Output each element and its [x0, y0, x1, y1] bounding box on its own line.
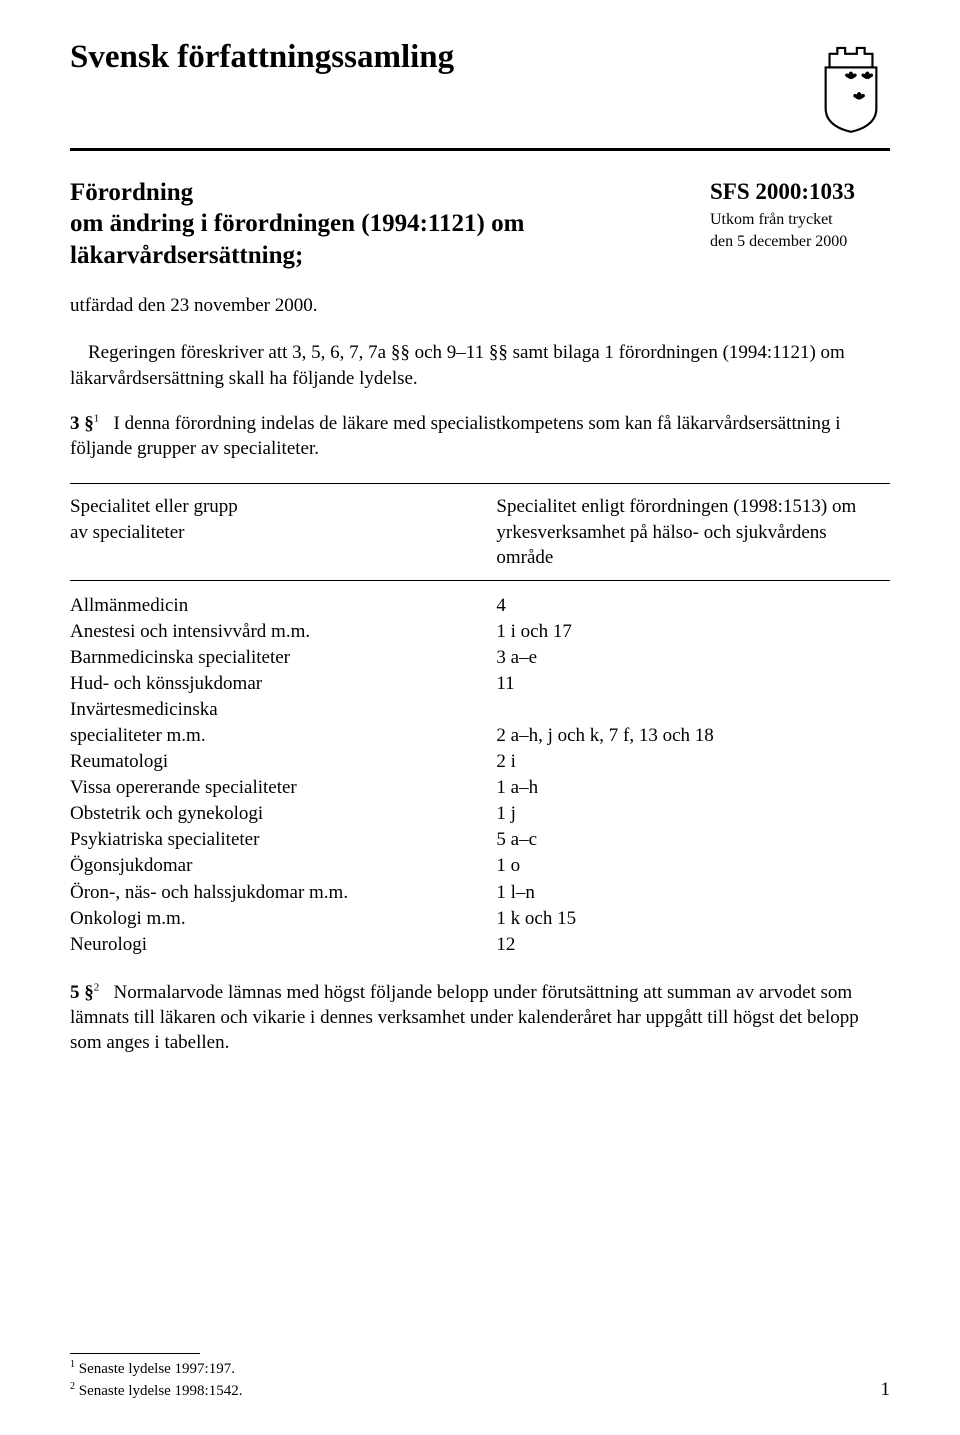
- document-title: Svensk författningssamling: [70, 38, 454, 78]
- table-cell-right: 1 o: [496, 853, 890, 879]
- table-cell-left: Barnmedicinska specialiteter: [70, 645, 496, 671]
- table-header-row: Specialitet eller grupp av specialiteter…: [70, 484, 890, 580]
- table-cell-right: 3 a–e: [496, 645, 890, 671]
- document-header: Svensk författningssamling: [70, 38, 890, 134]
- footnote-1-text: Senaste lydelse 1997:197.: [79, 1361, 235, 1377]
- table-cell-left: Onkologi m.m.: [70, 906, 496, 932]
- footnote-2: 2 Senaste lydelse 1998:1542.: [70, 1380, 890, 1402]
- table-row: Ögonsjukdomar1 o: [70, 853, 890, 879]
- regulation-title-line2: om ändring i förordningen (1994:1121) om…: [70, 210, 524, 268]
- section-5-label: 5 §: [70, 982, 94, 1003]
- title-right-column: SFS 2000:1033 Utkom från trycket den 5 d…: [710, 177, 890, 318]
- table-cell-right: 2 i: [496, 749, 890, 775]
- section-3-label: 3 §: [70, 413, 94, 434]
- preamble-paragraph: Regeringen föreskriver att 3, 5, 6, 7, 7…: [70, 340, 890, 391]
- page-number: 1: [881, 1379, 891, 1401]
- footnote-rule: [70, 1353, 200, 1354]
- section-3-footref: 1: [94, 413, 100, 425]
- sfs-number: SFS 2000:1033: [710, 179, 890, 205]
- table-cell-left: Invärtesmedicinska: [70, 697, 496, 723]
- regulation-title-line1: Förordning: [70, 179, 193, 206]
- table-cell-left: Vissa opererande specialiteter: [70, 775, 496, 801]
- section-3-paragraph: 3 §1 I denna förordning indelas de läkar…: [70, 411, 890, 462]
- section-5-footref: 2: [94, 981, 100, 993]
- table-row: Neurologi12: [70, 932, 890, 958]
- table-cell-left: Anestesi och intensivvård m.m.: [70, 619, 496, 645]
- issued-line: utfärdad den 23 november 2000.: [70, 293, 682, 319]
- table-row: Öron-, näs- och halssjukdomar m.m.1 l–n: [70, 880, 890, 906]
- table-cell-left: Obstetrik och gynekologi: [70, 801, 496, 827]
- table-cell-right: 5 a–c: [496, 827, 890, 853]
- table-row: Obstetrik och gynekologi1 j: [70, 801, 890, 827]
- table-cell-left: Ögonsjukdomar: [70, 853, 496, 879]
- table-row: Barnmedicinska specialiteter3 a–e: [70, 645, 890, 671]
- table-cell-right: 1 i och 17: [496, 619, 890, 645]
- print-info-line2: den 5 december 2000: [710, 233, 847, 250]
- specialties-table: Specialitet eller grupp av specialiteter…: [70, 483, 890, 957]
- section-5-paragraph: 5 §2 Normalarvode lämnas med högst följa…: [70, 980, 890, 1056]
- footnote-2-ref: 2: [70, 1381, 75, 1392]
- title-left-column: Förordning om ändring i förordningen (19…: [70, 177, 682, 318]
- crest-icon: [812, 38, 890, 134]
- section-5-tail: Normalarvode lämnas med högst följande b…: [70, 982, 859, 1054]
- table-cell-left: Öron-, näs- och halssjukdomar m.m.: [70, 880, 496, 906]
- table-row: Hud- och könssjukdomar11: [70, 671, 890, 697]
- table-cell-right: 4: [496, 580, 890, 619]
- table-cell-left: Allmänmedicin: [70, 580, 496, 619]
- table-cell-left: Hud- och könssjukdomar: [70, 671, 496, 697]
- table-cell-left: Reumatologi: [70, 749, 496, 775]
- table-cell-right: [496, 697, 890, 723]
- table-row: Reumatologi2 i: [70, 749, 890, 775]
- table-row: Anestesi och intensivvård m.m.1 i och 17: [70, 619, 890, 645]
- print-info-line1: Utkom från trycket: [710, 211, 833, 228]
- footnote-1-ref: 1: [70, 1359, 75, 1370]
- table-row: Onkologi m.m.1 k och 15: [70, 906, 890, 932]
- table-cell-left: specialiteter m.m.: [70, 723, 496, 749]
- table-row: Psykiatriska specialiteter5 a–c: [70, 827, 890, 853]
- table-cell-right: 1 l–n: [496, 880, 890, 906]
- table-body: Allmänmedicin4Anestesi och intensivvård …: [70, 580, 890, 958]
- table-cell-left: Neurologi: [70, 932, 496, 958]
- table-row: Allmänmedicin4: [70, 580, 890, 619]
- footnote-2-text: Senaste lydelse 1998:1542.: [79, 1383, 243, 1399]
- table-cell-right: 1 j: [496, 801, 890, 827]
- table-cell-left: Psykiatriska specialiteter: [70, 827, 496, 853]
- table-row: specialiteter m.m.2 a–h, j och k, 7 f, 1…: [70, 723, 890, 749]
- section-3-tail: I denna förordning indelas de läkare med…: [70, 413, 841, 459]
- table-cell-right: 12: [496, 932, 890, 958]
- table-row: Invärtesmedicinska: [70, 697, 890, 723]
- footnotes-block: 1 Senaste lydelse 1997:197. 2 Senaste ly…: [70, 1353, 890, 1401]
- table-row: Vissa opererande specialiteter1 a–h: [70, 775, 890, 801]
- table-cell-right: 11: [496, 671, 890, 697]
- table-header-right: Specialitet enligt förordningen (1998:15…: [496, 484, 890, 580]
- title-columns: Förordning om ändring i förordningen (19…: [70, 177, 890, 318]
- table-header-left: Specialitet eller grupp av specialiteter: [70, 484, 496, 580]
- table-cell-right: 1 k och 15: [496, 906, 890, 932]
- regulation-title: Förordning om ändring i förordningen (19…: [70, 177, 682, 271]
- table-cell-right: 1 a–h: [496, 775, 890, 801]
- header-rule: [70, 148, 890, 151]
- footnote-1: 1 Senaste lydelse 1997:197.: [70, 1358, 890, 1380]
- print-info: Utkom från trycket den 5 december 2000: [710, 209, 890, 252]
- table-cell-right: 2 a–h, j och k, 7 f, 13 och 18: [496, 723, 890, 749]
